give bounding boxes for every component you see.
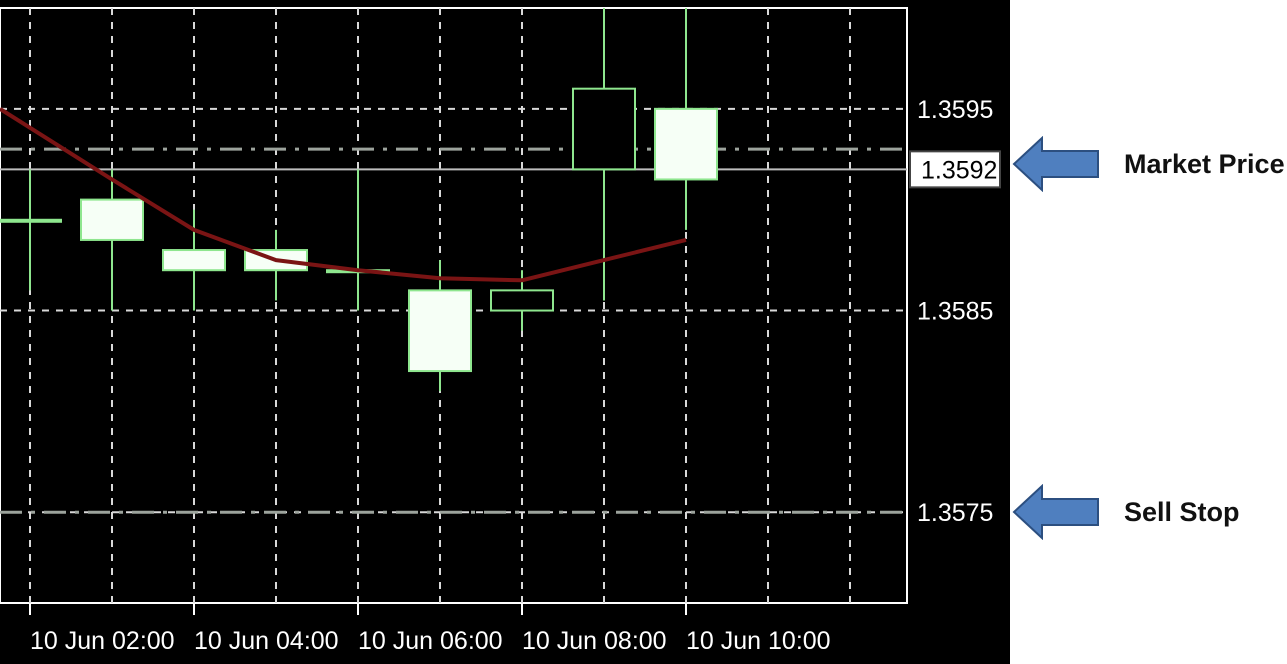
y-tick-label: 1.3585 [917,298,993,326]
x-tick-label: 10 Jun 06:00 [358,627,503,655]
candle [80,169,144,311]
candle-body [0,218,62,223]
moving-average-line [0,107,687,283]
market-price-box [909,150,1001,189]
candle-body [490,289,554,312]
candle-body [80,198,144,241]
candle [162,209,226,311]
candle-body [408,289,472,373]
sell-stop-label: Sell Stop [1124,496,1240,527]
left-arrow-icon [1012,484,1099,540]
candle-body [654,107,718,181]
x-tick-label: 10 Jun 08:00 [522,627,667,655]
y-tick-label: 1.3595 [917,96,993,124]
left-arrow-icon [1012,136,1099,192]
candle-body [572,87,636,171]
candle-body [162,249,226,272]
sell-stop-annotation: Sell Stop [1012,484,1240,540]
market-price-value: 1.3592 [921,156,997,184]
x-tick-label: 10 Jun 04:00 [194,627,339,655]
candle [0,169,62,291]
market-price-label: Market Price [1124,148,1285,179]
market-price-annotation: Market Price [1012,136,1285,192]
candle [408,260,472,392]
candlestick-chart: 1.3595 1.3585 1.3575 1.3592 10 Jun 02:00 10 J… [0,0,1010,664]
x-tick-label: 10 Jun 10:00 [686,627,831,655]
candle [572,8,636,301]
x-tick-label: 10 Jun 02:00 [30,627,175,655]
y-tick-label: 1.3575 [917,499,993,527]
candle [654,8,718,230]
